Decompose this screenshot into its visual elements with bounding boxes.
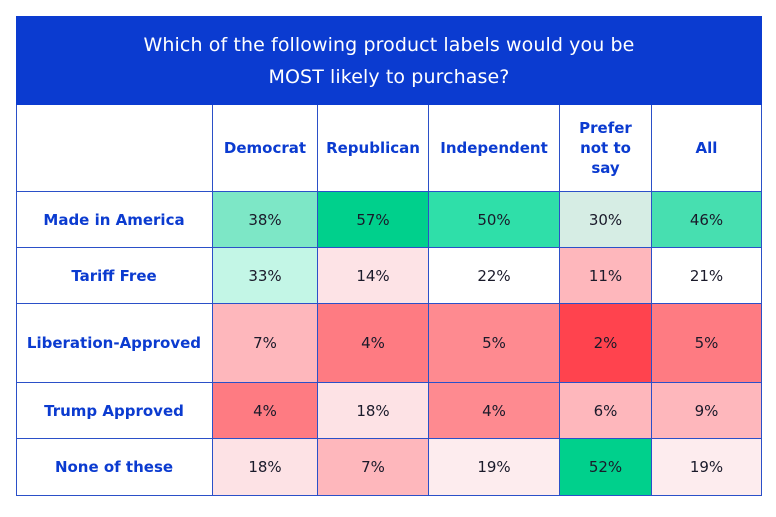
- cell-value: 6%: [593, 401, 618, 420]
- column-header-label: Prefer not to say: [579, 119, 632, 177]
- heatmap-cell: 11%: [560, 248, 652, 304]
- column-header: All: [652, 105, 762, 192]
- row-header-label: Liberation-Approved: [26, 334, 202, 352]
- table-grid: Democrat Republican Independent Prefer not …: [16, 105, 762, 496]
- column-header-label: Independent: [440, 139, 548, 157]
- chart-title: Which of the following product labels wo…: [16, 16, 762, 105]
- heatmap-cell: 4%: [429, 383, 560, 439]
- cell-value: 7%: [361, 458, 385, 476]
- cell-value: 4%: [482, 401, 506, 420]
- row-header: None of these: [16, 439, 213, 496]
- column-header: Prefer not to say: [560, 105, 652, 192]
- row-header-label: Tariff Free: [71, 266, 157, 285]
- chart-title-text: Which of the following product labels wo…: [143, 33, 635, 88]
- heatmap-cell: 4%: [318, 304, 429, 383]
- corner-cell: [16, 105, 213, 192]
- row-header: Tariff Free: [16, 248, 213, 304]
- cell-value: 18%: [248, 458, 282, 476]
- cell-value: 38%: [248, 210, 282, 229]
- heatmap-cell: 22%: [429, 248, 560, 304]
- cell-value: 30%: [588, 210, 623, 229]
- column-header: Independent: [429, 105, 560, 192]
- heatmap-cell: 18%: [318, 383, 429, 439]
- cell-value: 21%: [689, 266, 724, 285]
- cell-value: 4%: [253, 401, 277, 420]
- column-header: Democrat: [213, 105, 318, 192]
- heatmap-cell: 2%: [560, 304, 652, 383]
- heatmap-cell: 38%: [213, 192, 318, 248]
- heatmap-cell: 19%: [429, 439, 560, 496]
- cell-value: 22%: [477, 266, 511, 285]
- column-header-label: Republican: [326, 139, 420, 157]
- cell-value: 18%: [356, 401, 390, 420]
- cell-value: 33%: [248, 266, 282, 285]
- heatmap-cell: 14%: [318, 248, 429, 304]
- heatmap-cell: 50%: [429, 192, 560, 248]
- heatmap-cell: 30%: [560, 192, 652, 248]
- cell-value: 14%: [356, 266, 390, 285]
- heatmap-cell: 7%: [213, 304, 318, 383]
- cell-value: 7%: [253, 334, 277, 352]
- cell-value: 5%: [482, 334, 506, 352]
- cell-value: 9%: [694, 401, 719, 420]
- row-header: Liberation-Approved: [16, 304, 213, 383]
- heatmap-cell: 33%: [213, 248, 318, 304]
- heatmap-cell: 7%: [318, 439, 429, 496]
- row-header-label: None of these: [54, 458, 174, 476]
- cell-value: 57%: [356, 210, 390, 229]
- cell-value: 19%: [689, 458, 724, 476]
- heatmap-cell: 18%: [213, 439, 318, 496]
- row-header: Made in America: [16, 192, 213, 248]
- cell-value: 52%: [588, 458, 623, 476]
- cell-value: 2%: [593, 334, 618, 352]
- heatmap-table: Which of the following product labels wo…: [16, 16, 762, 496]
- heatmap-cell: 21%: [652, 248, 762, 304]
- row-header-label: Made in America: [43, 210, 185, 229]
- heatmap-cell: 6%: [560, 383, 652, 439]
- cell-value: 11%: [588, 266, 623, 285]
- heatmap-cell: 4%: [213, 383, 318, 439]
- column-header-label: Democrat: [223, 139, 307, 157]
- heatmap-cell: 9%: [652, 383, 762, 439]
- cell-value: 19%: [477, 458, 511, 476]
- column-header: Republican: [318, 105, 429, 192]
- cell-value: 50%: [477, 210, 511, 229]
- heatmap-cell: 5%: [652, 304, 762, 383]
- cell-value: 4%: [361, 334, 385, 352]
- heatmap-cell: 5%: [429, 304, 560, 383]
- cell-value: 5%: [694, 334, 719, 352]
- heatmap-cell: 52%: [560, 439, 652, 496]
- row-header-label: Trump Approved: [44, 401, 184, 420]
- heatmap-cell: 57%: [318, 192, 429, 248]
- row-header: Trump Approved: [16, 383, 213, 439]
- heatmap-cell: 46%: [652, 192, 762, 248]
- cell-value: 46%: [689, 210, 724, 229]
- column-header-label: All: [695, 139, 718, 157]
- heatmap-cell: 19%: [652, 439, 762, 496]
